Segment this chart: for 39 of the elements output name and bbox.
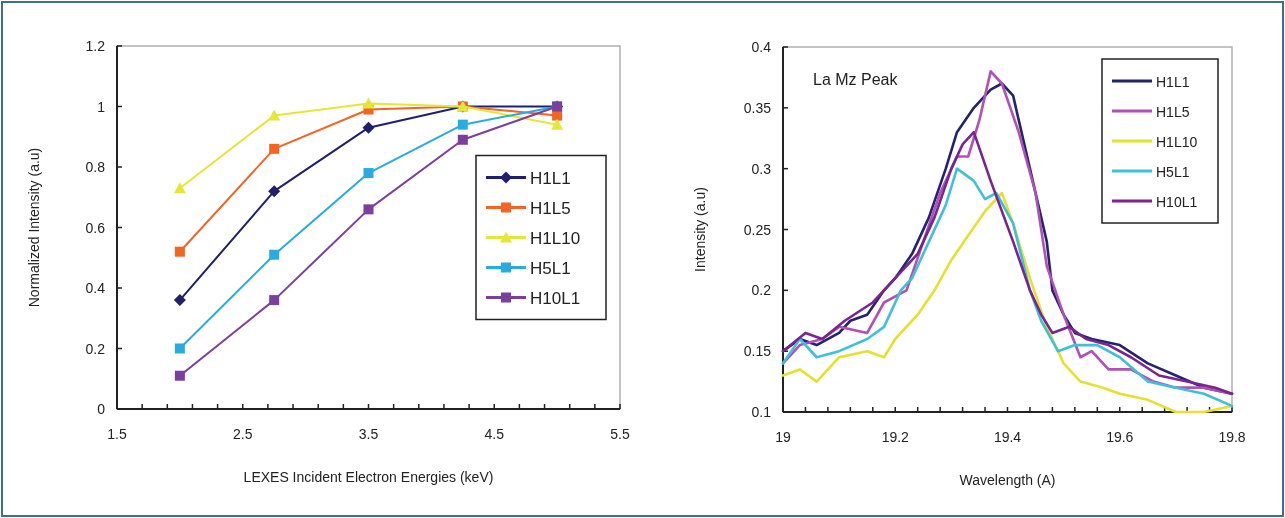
x-tick-label: 1.5 bbox=[107, 426, 127, 442]
y-tick-label: 0.4 bbox=[751, 39, 772, 55]
legend-label: H5L1 bbox=[530, 258, 571, 278]
legend-label: H1L1 bbox=[1156, 74, 1190, 90]
y-tick-label: 0.25 bbox=[743, 221, 772, 238]
x-tick-label: 5.5 bbox=[610, 426, 630, 442]
y-tick-label: 0.1 bbox=[751, 404, 772, 420]
x-tick-label: 19.8 bbox=[1218, 429, 1246, 445]
x-tick-label: 19.4 bbox=[993, 429, 1022, 445]
legend-label: H1L10 bbox=[530, 228, 581, 248]
y-axis-title: Intensity (a.u) bbox=[692, 187, 708, 272]
x-tick-label: 4.5 bbox=[484, 426, 505, 442]
y-tick-label: 0 bbox=[97, 401, 106, 417]
x-tick-label: 19 bbox=[775, 429, 791, 445]
legend-label: H1L5 bbox=[1156, 104, 1190, 120]
y-tick-label: 0.15 bbox=[743, 343, 772, 360]
y-tick-label: 0.8 bbox=[85, 159, 106, 175]
x-tick-label: 19.6 bbox=[1106, 429, 1134, 445]
legend-label: H5L1 bbox=[1156, 164, 1190, 180]
y-tick-label: 0.35 bbox=[743, 99, 772, 116]
legend-label: H10L1 bbox=[1156, 194, 1198, 210]
legend-label: H10L1 bbox=[530, 288, 581, 308]
annotation: La Mz Peak bbox=[813, 71, 899, 88]
x-axis-title: Wavelength (A) bbox=[959, 472, 1056, 488]
x-tick-label: 3.5 bbox=[358, 426, 379, 442]
y-tick-label: 0.4 bbox=[85, 280, 106, 296]
x-tick-label: 2.5 bbox=[233, 426, 253, 442]
y-axis-title: Normalized Intensity (a.u) bbox=[26, 147, 42, 308]
legend-label: H1L1 bbox=[530, 168, 571, 188]
legend-label: H1L5 bbox=[530, 198, 571, 218]
y-tick-label: 0.2 bbox=[751, 282, 772, 299]
legend-label: H1L10 bbox=[1156, 134, 1198, 150]
y-tick-label: 0.6 bbox=[85, 219, 106, 236]
y-tick-label: 1.2 bbox=[85, 38, 106, 54]
x-tick-label: 19.2 bbox=[881, 429, 910, 445]
y-tick-label: 0.3 bbox=[751, 160, 772, 177]
y-tick-label: 1 bbox=[97, 98, 106, 115]
x-axis-title: LEXES Incident Electron Energies (keV) bbox=[243, 469, 494, 485]
y-tick-label: 0.2 bbox=[85, 340, 106, 357]
